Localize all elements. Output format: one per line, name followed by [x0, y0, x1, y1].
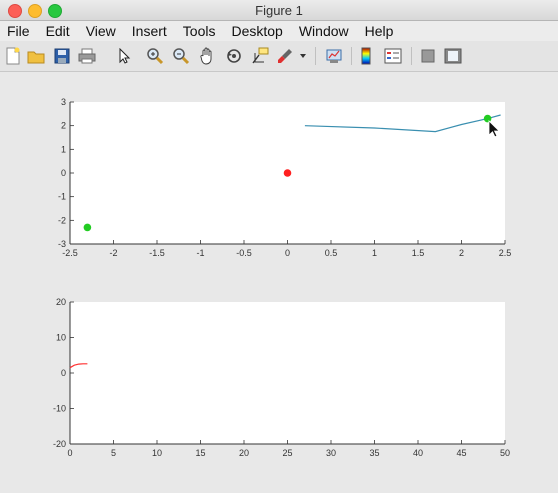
data-point	[283, 169, 292, 177]
axes-2: 0 5 10 15 20 25 30 35 40 45 50 20 10 0 -10 -20	[53, 297, 510, 458]
x-tick-label: 1	[372, 248, 377, 258]
pan-hand-icon[interactable]	[198, 47, 216, 65]
y-tick-label: -10	[53, 404, 66, 414]
menu-view[interactable]: View	[85, 23, 116, 39]
series-line	[69, 363, 88, 369]
menu-tools[interactable]: Tools	[182, 23, 216, 39]
x-tick-label: 1.5	[412, 248, 425, 258]
x-tick-label: -1	[196, 248, 204, 258]
y-tick-label: 1	[61, 144, 66, 154]
x-tick-label: 25	[282, 448, 292, 458]
x-tick-label: 50	[500, 448, 510, 458]
colorbar-icon[interactable]	[359, 47, 373, 65]
x-tick-label: 40	[413, 448, 423, 458]
menu-bar: File Edit View Insert Tools Desktop Wind…	[0, 21, 558, 41]
legend-icon[interactable]	[384, 47, 402, 65]
menu-file[interactable]: File	[7, 23, 30, 39]
x-tick-label: -1.5	[149, 248, 165, 258]
y-tick-label: -20	[53, 439, 66, 449]
y-tick-label: 20	[56, 297, 66, 307]
rotate-3d-icon[interactable]	[225, 47, 243, 65]
figure-toolbar	[0, 41, 558, 72]
y-tick-label: 2	[61, 121, 66, 131]
brush-dropdown-icon[interactable]	[298, 47, 308, 65]
x-tick-label: -2.5	[62, 248, 78, 258]
zoom-in-icon[interactable]	[146, 47, 164, 65]
x-tick-label: 2	[459, 248, 464, 258]
data-point	[483, 114, 492, 123]
figure-canvas: -2.5 -2 -1.5 -1 -0.5 0 0.5 1 1.5 2 2.5 3 2 1 0 -1 -2 -3 0 5…	[0, 72, 558, 488]
y-tick-label: 0	[61, 368, 66, 378]
close-window-button[interactable]	[8, 4, 22, 18]
pointer-arrow-icon[interactable]	[115, 47, 133, 65]
x-tick-label: 30	[326, 448, 336, 458]
menu-desktop[interactable]: Desktop	[231, 23, 283, 39]
data-cursor-icon[interactable]	[251, 47, 269, 65]
brush-icon[interactable]	[276, 47, 294, 65]
x-tick-label: 35	[369, 448, 379, 458]
y-tick-label: -3	[58, 239, 66, 249]
y-tick-label: 0	[61, 168, 66, 178]
toolbar-separator	[351, 47, 352, 65]
menu-help[interactable]: Help	[364, 23, 394, 39]
menu-insert[interactable]: Insert	[131, 23, 167, 39]
x-tick-label: -2	[109, 248, 117, 258]
print-icon[interactable]	[78, 47, 96, 65]
toolbar-separator	[315, 47, 316, 65]
hide-plot-tools-icon[interactable]	[420, 47, 436, 65]
y-tick-label: 10	[56, 333, 66, 343]
x-tick-label: 0	[285, 248, 290, 258]
link-plot-icon[interactable]	[325, 47, 343, 65]
data-point	[83, 223, 92, 232]
x-tick-label: 5	[111, 448, 116, 458]
x-tick-label: -0.5	[236, 248, 252, 258]
y-tick-label: -1	[58, 192, 66, 202]
x-tick-label: 2.5	[499, 248, 512, 258]
open-file-icon[interactable]	[27, 47, 45, 65]
new-figure-icon[interactable]	[4, 47, 22, 65]
window-title: Figure 1	[255, 3, 303, 18]
y-tick-label: -2	[58, 215, 66, 225]
axes-1: -2.5 -2 -1.5 -1 -0.5 0 0.5 1 1.5 2 2.5 3 2 1 0 -1 -2 -3	[58, 97, 511, 258]
save-icon[interactable]	[53, 47, 71, 65]
y-tick-label: 3	[61, 97, 66, 107]
x-tick-label: 15	[195, 448, 205, 458]
x-tick-label: 45	[456, 448, 466, 458]
x-tick-label: 0	[67, 448, 72, 458]
show-plot-tools-icon[interactable]	[444, 47, 462, 65]
zoom-out-icon[interactable]	[172, 47, 190, 65]
x-tick-label: 10	[152, 448, 162, 458]
x-tick-label: 0.5	[325, 248, 338, 258]
menu-edit[interactable]: Edit	[45, 23, 70, 39]
maximize-window-button[interactable]	[48, 4, 62, 18]
mouse-cursor-icon	[488, 120, 501, 138]
window-titlebar: Figure 1	[0, 0, 558, 21]
x-tick-label: 20	[239, 448, 249, 458]
minimize-window-button[interactable]	[28, 4, 42, 18]
menu-window[interactable]: Window	[298, 23, 349, 39]
plot-background	[70, 302, 505, 444]
toolbar-separator	[411, 47, 412, 65]
